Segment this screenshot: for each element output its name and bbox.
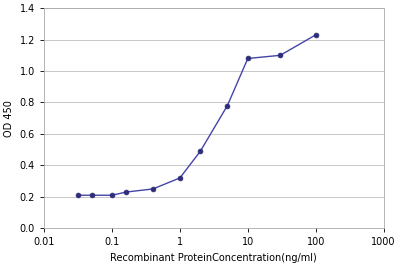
X-axis label: Recombinant ProteinConcentration(ng/ml): Recombinant ProteinConcentration(ng/ml) — [110, 253, 317, 263]
Y-axis label: OD 450: OD 450 — [4, 100, 14, 137]
